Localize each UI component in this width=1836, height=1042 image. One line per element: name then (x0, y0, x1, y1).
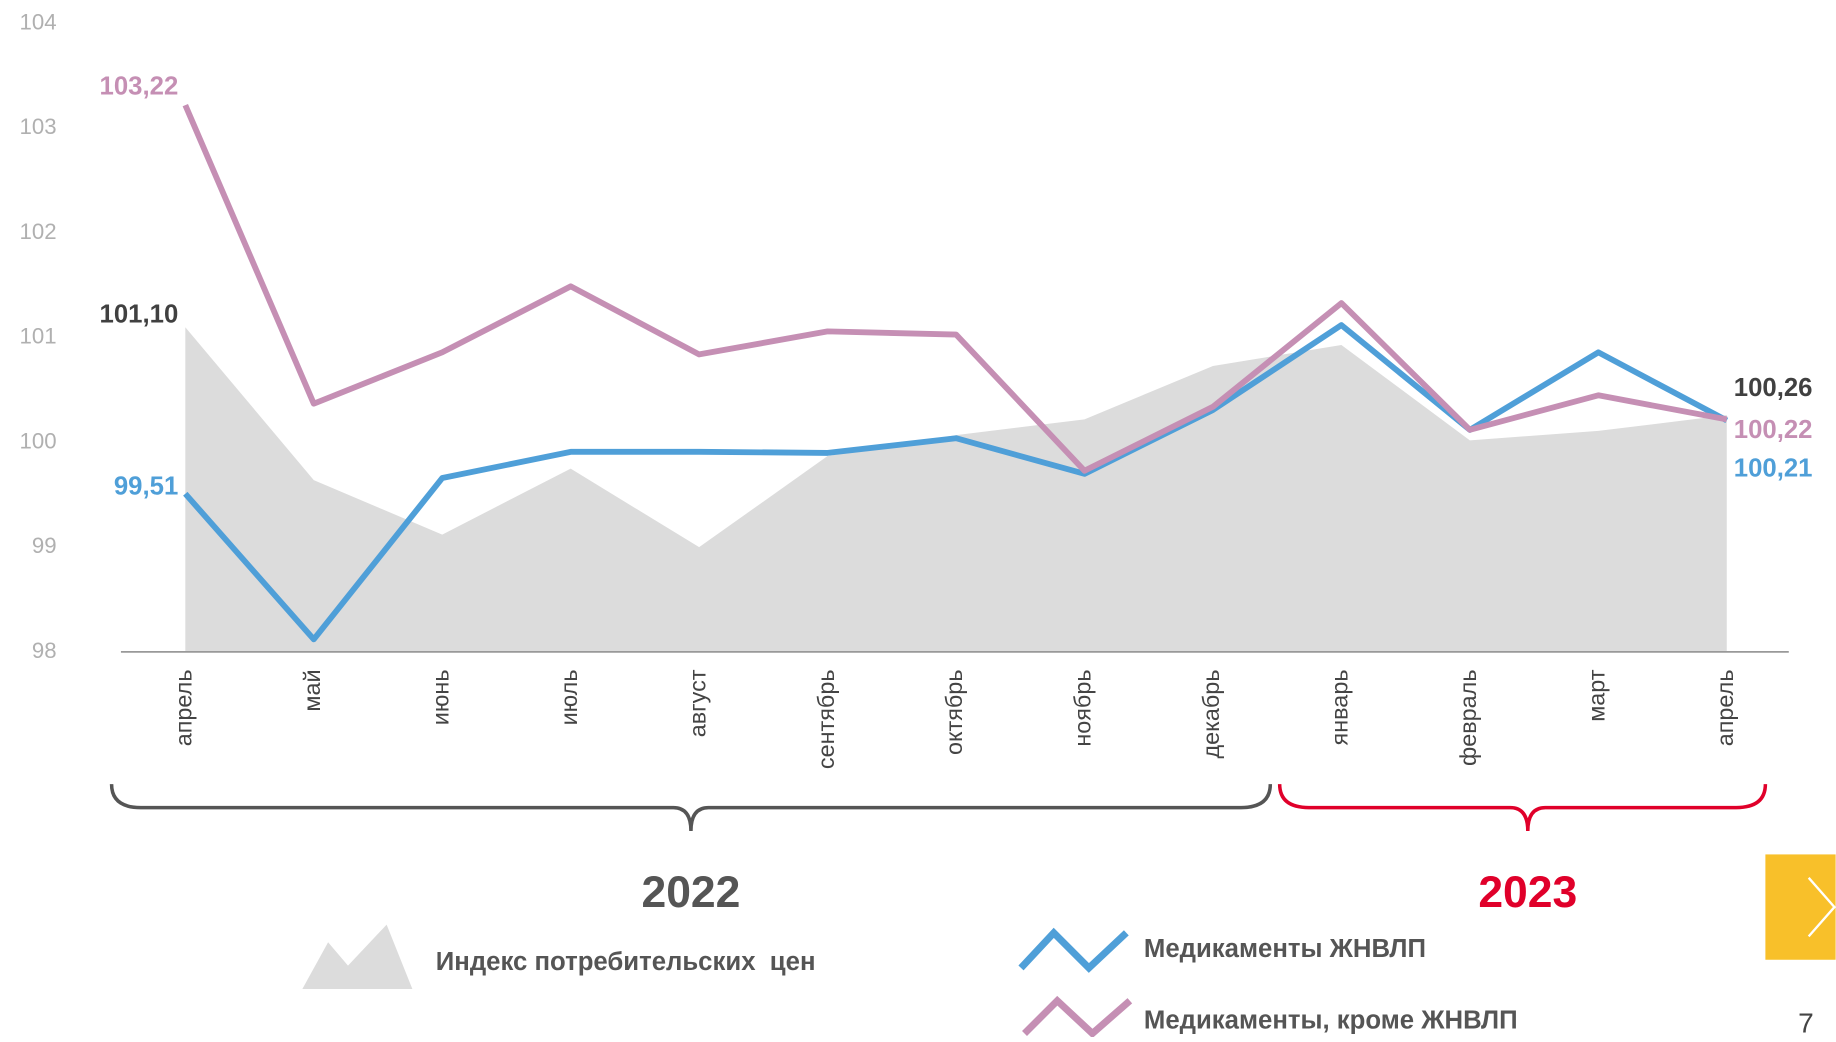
x-tick-label: сентябрь (813, 669, 839, 769)
x-tick-label: май (299, 669, 325, 711)
x-tick-label: январь (1327, 669, 1353, 745)
x-tick-label: апрель (170, 669, 196, 746)
year-brace (109, 784, 1273, 832)
legend-label: Медикаменты ЖНВЛП (1144, 935, 1426, 963)
x-tick-label: март (1583, 669, 1609, 722)
year-label: 2023 (1478, 868, 1577, 917)
x-tick-label: август (684, 669, 710, 737)
y-tick-label: 100 (19, 428, 56, 453)
x-tick-label: ноябрь (1070, 669, 1096, 746)
next-button[interactable] (1765, 854, 1836, 960)
legend-label: Индекс потребительских цен (436, 948, 816, 976)
x-tick-label: июнь (427, 669, 453, 725)
value-label: 100,21 (1734, 454, 1813, 482)
x-tick-label: апрель (1712, 669, 1738, 746)
x-tick-label: декабрь (1198, 669, 1224, 758)
y-tick-label: 99 (32, 533, 57, 558)
value-label: 101,10 (100, 300, 179, 328)
x-tick-label: февраль (1455, 669, 1481, 766)
x-tick-label: июль (556, 669, 582, 725)
value-label: 100,26 (1734, 374, 1813, 402)
y-tick-label: 98 (32, 638, 57, 663)
legend-icon (302, 924, 413, 990)
legend-icon (1018, 927, 1129, 973)
x-tick-label: октябрь (941, 669, 967, 754)
legend-icon (1022, 995, 1133, 1039)
area (185, 327, 1727, 652)
value-label: 103,22 (100, 72, 179, 100)
legend-label: Медикаменты, кроме ЖНВЛП (1144, 1007, 1518, 1035)
year-brace (1277, 784, 1768, 832)
y-tick-label: 102 (19, 219, 56, 244)
year-label: 2022 (641, 868, 740, 917)
line (182, 103, 1728, 474)
y-tick-label: 101 (19, 324, 56, 349)
value-label: 100,22 (1734, 416, 1813, 444)
next-arrow (1807, 877, 1836, 938)
y-tick-label: 104 (19, 9, 56, 34)
page-number: 7 (1798, 1008, 1814, 1037)
y-tick-label: 103 (19, 114, 56, 139)
value-label: 99,51 (114, 473, 178, 501)
